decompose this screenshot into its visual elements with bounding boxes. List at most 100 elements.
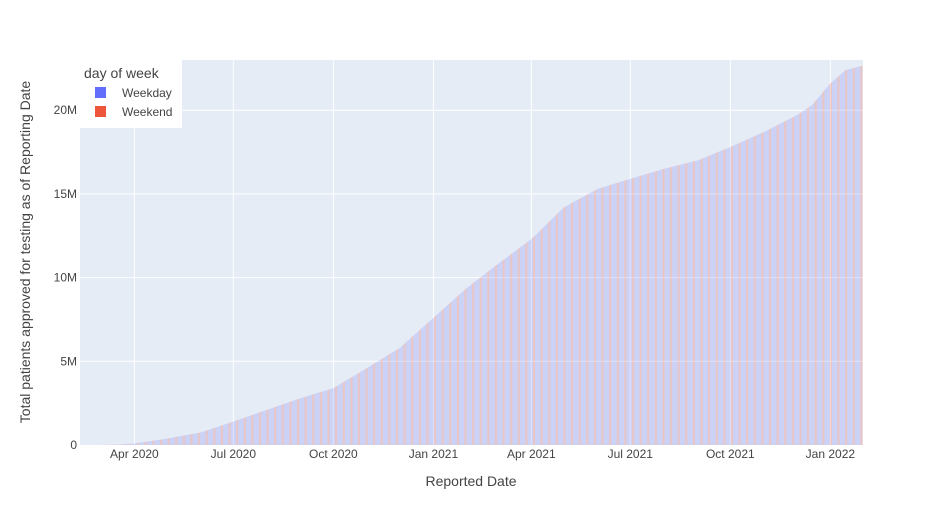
weekend-bar [373,363,375,445]
weekday-bar [543,226,545,445]
legend-item-weekend[interactable]: Weekend [95,105,172,119]
weekday-bar [294,400,296,445]
weekday-bar [560,210,562,445]
weekend-bar [526,242,528,445]
weekday-bar [207,429,209,445]
weekday-bar [535,234,537,445]
weekday-bar [675,165,677,445]
weekday-bar [565,206,567,445]
weekday-bar [120,444,122,445]
weekday-bar [460,293,462,445]
weekday-bar [474,281,476,445]
weekday-bar [245,417,247,445]
weekend-bar [144,441,146,445]
weekend-bar [289,401,291,445]
weekday-bar [833,80,835,445]
weekend-bar [686,163,688,445]
weekday-bar [703,157,705,445]
weekend-bar [138,442,140,445]
weekday-bar [399,347,401,445]
weekday-bar [344,380,346,445]
weekday-bar [729,147,731,446]
weekday-bar [734,145,736,445]
weekday-bar [567,204,569,445]
weekday-bar [286,403,288,445]
weekday-bar [416,332,418,445]
weekend-bar [237,420,239,445]
weekday-bar [694,160,697,445]
weekday-bar [832,81,834,446]
weekend-bar [631,178,633,445]
weekday-bar [699,159,701,446]
weekday-bar [859,66,861,446]
weekend-bar [213,428,215,445]
weekday-bar [125,444,127,445]
weekday-bar [658,170,660,446]
gridlines [80,60,863,445]
weekday-bar [134,443,137,445]
weekday-bar [230,422,232,445]
weekday-bar [589,193,591,445]
legend-item-weekday[interactable]: Weekday [95,86,172,100]
weekday-bar [255,413,257,445]
weekday-bar [661,169,663,445]
weekend-bar [701,158,703,445]
legend[interactable]: day of week Weekday Weekend [80,60,182,128]
weekend-bar [587,194,589,445]
weekend-bar [503,259,505,445]
weekday-bar [605,186,607,445]
weekend-bar [846,69,848,445]
weekday-bar [569,203,572,445]
weekday-bar [444,307,446,445]
weekday-bar [154,440,156,445]
weekday-bar [641,175,643,445]
weekend-bar [829,83,831,446]
weekday-bar [194,433,196,445]
weekday-bar [353,375,355,445]
weekend-bar [182,435,184,445]
weekday-bar [527,241,529,445]
weekday-bar [840,73,842,446]
weekday-bar [265,410,267,445]
weekday-bar [377,361,379,445]
weekday-bar [522,245,524,445]
weekend-bar [130,443,132,445]
weekend-bar [442,309,444,445]
weekday-bar [271,407,274,445]
weekday-bar [156,440,158,445]
weekday-bar [737,143,739,445]
weekend-bar [808,107,810,445]
weekday-bar [788,119,790,445]
weekday-bar [438,312,440,445]
weekday-bar [603,186,605,445]
weekday-bar [634,177,636,446]
weekday-bar [330,388,332,445]
weekday-bar [803,110,805,445]
weekday-bar [192,433,194,445]
weekday-bar [839,74,841,445]
weekday-bar [855,67,858,445]
weekend-bar [358,372,361,445]
weekend-bar [183,435,185,445]
weekday-bar [223,424,225,445]
weekend-bar [473,282,475,445]
weekday-bar [467,286,469,445]
weekend-bar [548,222,550,445]
weekday-bar [773,126,775,446]
weekday-bar [755,135,757,445]
weekday-bar [469,285,471,445]
weekday-bar [295,399,297,445]
weekday-bar [811,105,813,445]
weekend-bar [296,399,299,445]
weekday-bar [574,201,576,445]
weekend-bar [320,391,322,445]
weekday-bar [741,141,743,445]
weekday-bar [646,173,648,446]
weekday-bar [796,115,798,446]
weekend-bar [709,155,711,445]
weekday-bar [341,382,343,445]
weekend-bar [205,430,207,445]
weekend-bar [236,420,238,445]
weekday-bar [489,270,491,445]
weekday-bar [798,113,800,446]
